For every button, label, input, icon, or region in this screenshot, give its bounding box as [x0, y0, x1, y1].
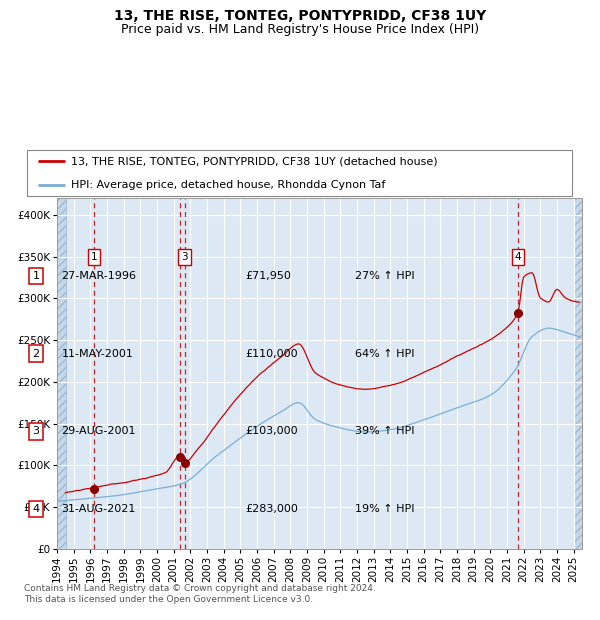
Text: 1: 1	[32, 271, 40, 281]
Text: 4: 4	[515, 252, 521, 262]
Text: 27% ↑ HPI: 27% ↑ HPI	[355, 271, 415, 281]
Text: 29-AUG-2001: 29-AUG-2001	[62, 427, 136, 436]
Text: 2: 2	[32, 348, 40, 358]
Text: 1: 1	[91, 252, 97, 262]
Text: 31-AUG-2021: 31-AUG-2021	[62, 504, 136, 514]
Text: £110,000: £110,000	[245, 348, 298, 358]
Text: 3: 3	[181, 252, 188, 262]
Text: £103,000: £103,000	[245, 427, 298, 436]
Text: Contains HM Land Registry data © Crown copyright and database right 2024.
This d: Contains HM Land Registry data © Crown c…	[24, 583, 376, 604]
Text: 27-MAR-1996: 27-MAR-1996	[62, 271, 137, 281]
Bar	[57, 198, 66, 549]
Text: 13, THE RISE, TONTEG, PONTYPRIDD, CF38 1UY: 13, THE RISE, TONTEG, PONTYPRIDD, CF38 1…	[114, 9, 486, 24]
Text: HPI: Average price, detached house, Rhondda Cynon Taf: HPI: Average price, detached house, Rhon…	[71, 180, 385, 190]
Text: 19% ↑ HPI: 19% ↑ HPI	[355, 504, 415, 514]
Text: 3: 3	[32, 427, 40, 436]
Text: 11-MAY-2001: 11-MAY-2001	[62, 348, 133, 358]
Text: 13, THE RISE, TONTEG, PONTYPRIDD, CF38 1UY (detached house): 13, THE RISE, TONTEG, PONTYPRIDD, CF38 1…	[71, 156, 437, 166]
Text: £283,000: £283,000	[245, 504, 298, 514]
Text: 64% ↑ HPI: 64% ↑ HPI	[355, 348, 415, 358]
FancyBboxPatch shape	[27, 149, 572, 197]
Text: 39% ↑ HPI: 39% ↑ HPI	[355, 427, 415, 436]
Text: 4: 4	[32, 504, 40, 514]
Bar	[574, 198, 582, 549]
Text: Price paid vs. HM Land Registry's House Price Index (HPI): Price paid vs. HM Land Registry's House …	[121, 23, 479, 36]
Text: £71,950: £71,950	[245, 271, 290, 281]
